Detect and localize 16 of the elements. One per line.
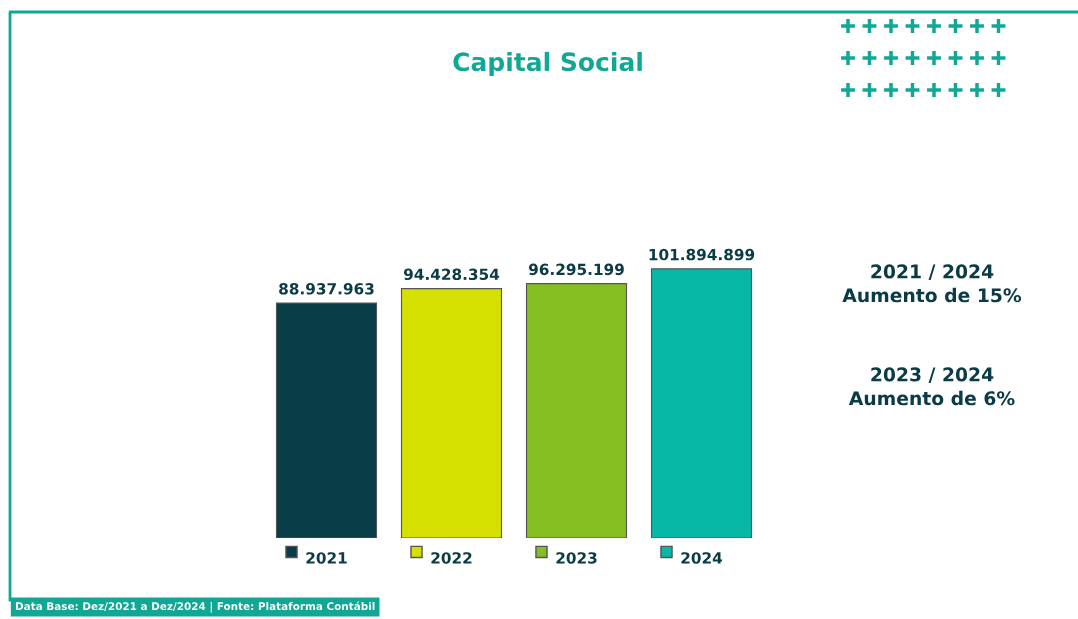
x-tick-label: 2024 [681,552,723,564]
text: 2021 / 2024 Aumento de 15% [842,264,1022,303]
x-tick-label: 2023 [556,552,597,564]
bar [650,268,753,538]
chart-title: Capital Social [453,51,642,77]
text: 2023 / 2024 Aumento de 6% [848,367,1015,406]
data-label: 94.428.354 [403,268,500,281]
bar [400,288,503,538]
bar [525,283,628,538]
text: Data Base: Dez/2021 a Dez/2024 | Fonte: Plataforma Contábil [15,601,375,613]
data-label: 101.894.899 [649,248,755,261]
x-tick-label: 2022 [431,552,472,564]
data-label: 88.937.963 [279,283,374,295]
data-label: 96.295.199 [528,263,624,276]
x-tick-label: 2021 [306,552,347,564]
bar [275,302,378,538]
